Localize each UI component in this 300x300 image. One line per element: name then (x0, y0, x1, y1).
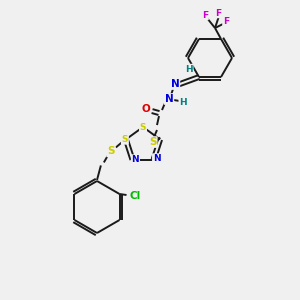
Text: F: F (215, 8, 221, 17)
Text: N: N (132, 155, 139, 164)
Text: N: N (171, 79, 179, 89)
Text: H: H (185, 64, 193, 74)
Text: S: S (122, 135, 128, 144)
Text: Cl: Cl (130, 191, 141, 201)
Text: N: N (165, 94, 173, 104)
Text: S: S (107, 146, 115, 156)
Text: O: O (142, 104, 150, 114)
Text: N: N (153, 154, 160, 163)
Text: S: S (140, 122, 146, 131)
Text: H: H (179, 98, 187, 106)
Text: F: F (223, 17, 229, 26)
Text: F: F (202, 11, 208, 20)
Text: S: S (149, 137, 157, 147)
